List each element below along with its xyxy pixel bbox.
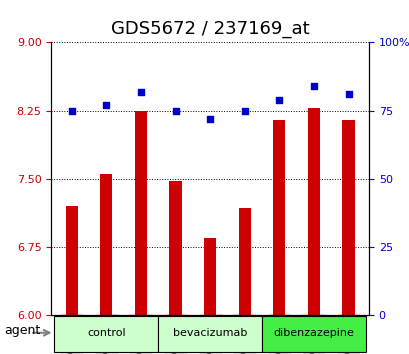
Bar — [307, 108, 319, 315]
Bar — [272, 120, 285, 315]
Bar — [238, 208, 250, 315]
Text: agent: agent — [4, 325, 40, 337]
Text: control: control — [87, 328, 125, 338]
Point — [68, 108, 75, 113]
FancyBboxPatch shape — [158, 316, 261, 352]
Bar — [100, 174, 112, 315]
Bar — [135, 111, 147, 315]
Bar — [65, 206, 78, 315]
FancyBboxPatch shape — [54, 316, 158, 352]
FancyBboxPatch shape — [261, 316, 365, 352]
Bar — [204, 238, 216, 315]
Title: GDS5672 / 237169_at: GDS5672 / 237169_at — [110, 21, 309, 39]
Point — [310, 83, 317, 89]
Point — [103, 102, 109, 108]
Bar — [342, 120, 354, 315]
Point — [241, 108, 247, 113]
Point — [206, 116, 213, 122]
Text: dibenzazepine: dibenzazepine — [273, 328, 353, 338]
Point — [137, 89, 144, 95]
Point — [172, 108, 178, 113]
Point — [275, 97, 282, 103]
Text: bevacizumab: bevacizumab — [173, 328, 247, 338]
Bar — [169, 181, 181, 315]
Point — [344, 91, 351, 97]
